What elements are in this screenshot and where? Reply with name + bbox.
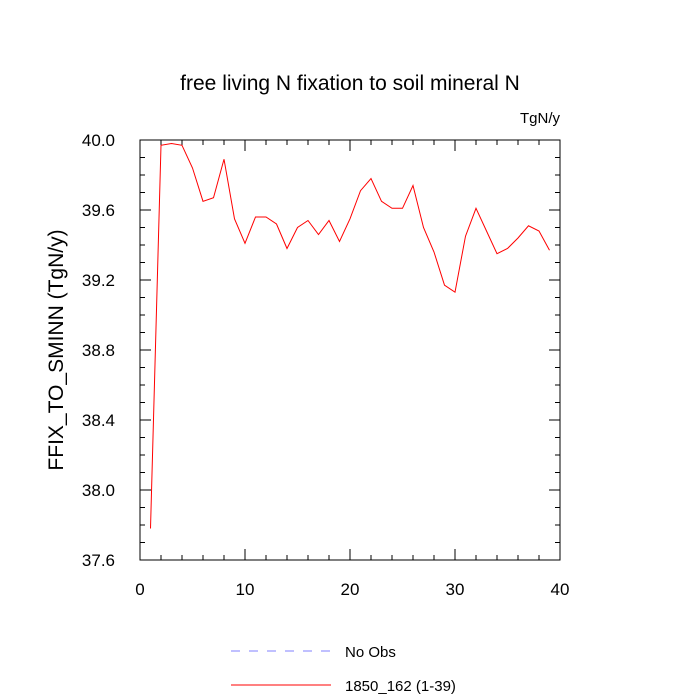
legend-label-no-obs: No Obs [345, 644, 396, 661]
y-tick-label: 39.2 [82, 271, 115, 290]
x-tick-label: 30 [446, 580, 465, 599]
y-tick-label: 38.8 [82, 341, 115, 360]
units-label: TgN/y [520, 110, 561, 127]
legend-label-1850-162: 1850_162 (1-39) [345, 678, 456, 695]
series-line-1 [150, 142, 550, 529]
series-lines [150, 142, 550, 529]
x-tick-label: 10 [236, 580, 255, 599]
y-tick-label: 40.0 [82, 131, 115, 150]
major-ticks [139, 139, 561, 561]
y-tick-label: 37.6 [82, 551, 115, 570]
x-tick-labels: 0 10 20 30 40 [135, 580, 569, 599]
chart-title: free living N fixation to soil mineral N [180, 72, 520, 95]
y-axis-label: FFIX_TO_SMINN (TgN/y) [45, 229, 68, 470]
y-tick-labels: 37.6 38.0 38.4 38.8 39.2 39.6 40.0 [82, 131, 115, 570]
y-tick-label: 38.0 [82, 481, 115, 500]
x-tick-label: 40 [551, 580, 570, 599]
y-tick-label: 39.6 [82, 201, 115, 220]
x-tick-label: 0 [135, 580, 144, 599]
y-tick-label: 38.4 [82, 411, 115, 430]
legend: No Obs 1850_162 (1-39) [231, 644, 456, 695]
minor-ticks [139, 139, 561, 561]
x-tick-label: 20 [341, 580, 360, 599]
plot-frame [139, 139, 561, 561]
